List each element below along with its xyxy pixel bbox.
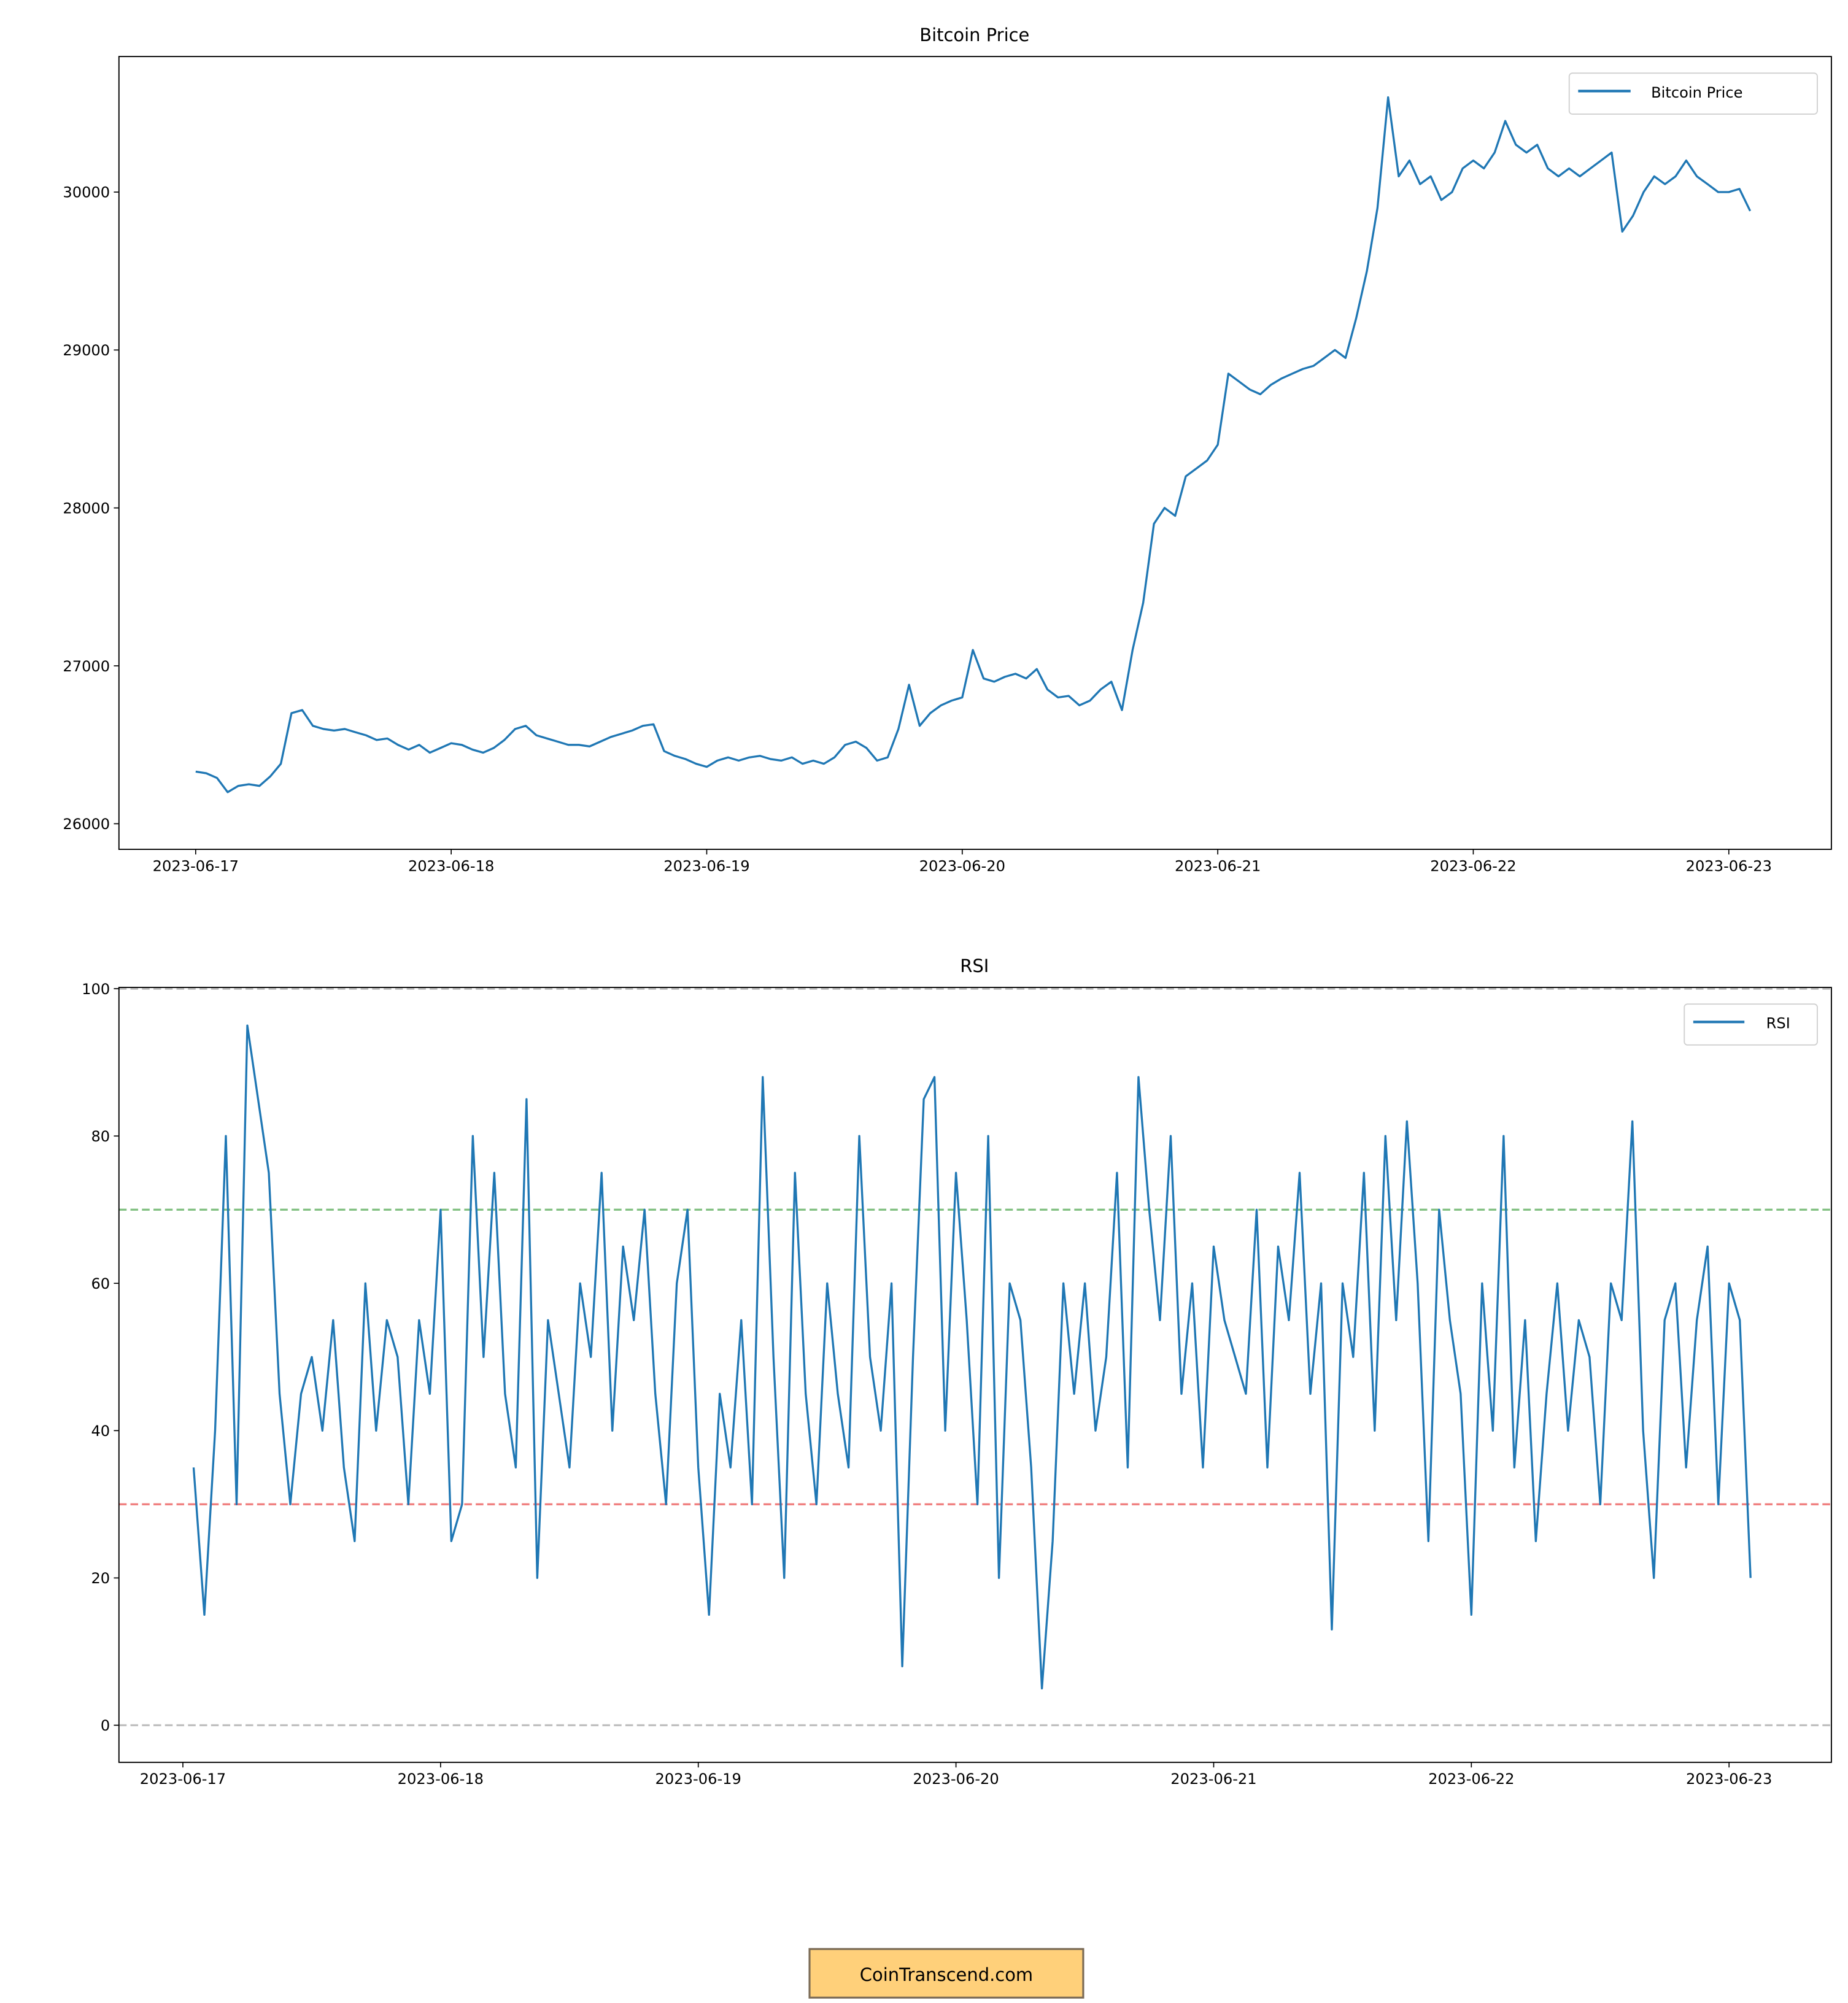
rsi-chart: RSI 2023-06-17 2023-06-18 2023-06-19 2023-0…	[82, 955, 1832, 1788]
rsi-reference-lines	[118, 987, 1831, 1727]
price-y-tick-label: 29000	[63, 342, 110, 359]
price-chart-title: Bitcoin Price	[919, 25, 1029, 45]
price-legend-box	[1568, 72, 1818, 115]
rsi-x-tick-label: 2023-06-19	[655, 1770, 741, 1788]
rsi-legend-box	[1684, 1003, 1818, 1046]
rsi-x-tick-label: 2023-06-22	[1428, 1770, 1514, 1788]
price-legend-label: Bitcoin Price	[1651, 84, 1742, 101]
price-axes-frame	[118, 56, 1832, 850]
price-x-tick-label: 2023-06-20	[919, 857, 1005, 874]
rsi-x-tick-label: 2023-06-20	[913, 1770, 999, 1788]
price-legend: Bitcoin Price	[1568, 72, 1818, 115]
rsi-y-tick-label: 0	[101, 1717, 110, 1734]
price-y-tick-label: 27000	[63, 658, 110, 675]
price-plot-area	[195, 96, 1752, 793]
rsi-y-tick-label: 80	[91, 1128, 110, 1145]
rsi-x-tick-label: 2023-06-17	[140, 1770, 226, 1788]
rsi-plot-area	[192, 1024, 1752, 1690]
rsi-y-tick-label: 100	[82, 981, 110, 998]
watermark-box	[808, 1948, 1084, 1999]
rsi-x-tick-label: 2023-06-18	[398, 1770, 484, 1788]
price-x-tick-label: 2023-06-17	[153, 857, 239, 874]
price-y-tick-label: 30000	[63, 184, 110, 201]
price-x-tick-label: 2023-06-23	[1686, 857, 1772, 874]
rsi-y-tick-label: 20	[91, 1570, 110, 1587]
rsi-legend-label: RSI	[1766, 1015, 1790, 1032]
rsi-y-tick-label: 40	[91, 1422, 110, 1440]
rsi-ticks: 2023-06-17 2023-06-18 2023-06-19 2023-06-20…	[82, 981, 1772, 1788]
rsi-y-tick-label: 60	[91, 1275, 110, 1292]
price-x-tick-label: 2023-06-19	[663, 857, 749, 874]
rsi-axes-frame	[118, 987, 1832, 1763]
price-x-tick-label: 2023-06-22	[1430, 857, 1516, 874]
rsi-legend: RSI	[1684, 1003, 1818, 1046]
price-ticks: 2023-06-17 2023-06-18 2023-06-19 2023-06-20…	[63, 184, 1772, 875]
rsi-x-tick-label: 2023-06-21	[1170, 1770, 1256, 1788]
rsi-chart-title: RSI	[960, 955, 989, 976]
price-x-tick-label: 2023-06-18	[408, 857, 494, 874]
price-chart: Bitcoin Price 2023-06-17 2023-06-18 2023-0…	[63, 25, 1832, 875]
price-y-tick-label: 26000	[63, 816, 110, 833]
rsi-x-tick-label: 2023-06-23	[1686, 1770, 1772, 1788]
price-y-tick-label: 28000	[63, 500, 110, 517]
price-x-tick-label: 2023-06-21	[1175, 857, 1261, 874]
rsi-series-line	[192, 1024, 1752, 1690]
watermark-text: CoinTranscend.com	[860, 1964, 1033, 1985]
watermark: CoinTranscend.com	[808, 1948, 1084, 1999]
price-series-line	[195, 96, 1752, 793]
